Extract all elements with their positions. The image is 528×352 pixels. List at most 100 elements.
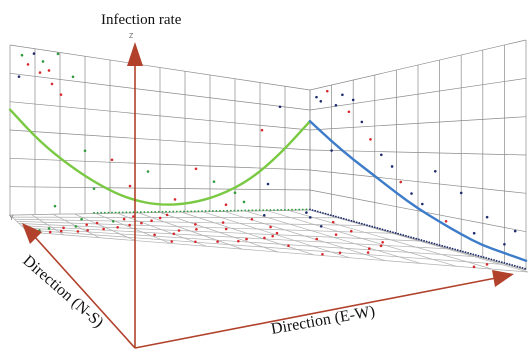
baseline-point-back (298, 208, 301, 211)
scatter-point-back-wall (146, 170, 150, 173)
scatter-point-floor (287, 244, 290, 248)
scatter-point-side-wall (369, 138, 372, 141)
scatter-point-floor (485, 263, 489, 266)
baseline-point-side (516, 265, 519, 268)
scatter-point-floor (122, 217, 126, 221)
baseline-point-side (467, 252, 470, 254)
scatter-point-back-wall (59, 93, 63, 96)
baseline-point-side (513, 264, 516, 267)
floor-grid-line-ns (21, 225, 447, 250)
baseline-point-back (262, 209, 265, 212)
baseline-point-side (415, 237, 418, 240)
scatter-point-back-wall (266, 182, 270, 186)
baseline-point-side (399, 233, 402, 236)
scatter-point-floor (195, 227, 198, 231)
scatter-point-side-wall (433, 169, 437, 173)
baseline-point-side (366, 224, 368, 226)
scatter-point-side-wall (472, 231, 476, 235)
baseline-point-back (121, 211, 124, 214)
scatter-point-side-wall (319, 100, 323, 103)
scatter-point-side-wall (379, 153, 383, 157)
scatter-point-side-wall (334, 104, 338, 107)
baseline-point-side (347, 219, 350, 222)
baseline-point-back (280, 208, 283, 211)
baseline-point-side (324, 212, 327, 215)
baseline-point-back (183, 210, 185, 213)
scatter-point-side-wall (513, 229, 517, 233)
baseline-point-side (355, 221, 358, 224)
z-axis-label: Infection rate (101, 12, 182, 28)
scatter-point-side-wall (330, 149, 333, 152)
side-wall-grid-hline (309, 189, 527, 233)
scatter-point-floor (224, 227, 228, 231)
scatter-point-floor (128, 223, 131, 227)
scatter-point-back-wall (173, 198, 177, 201)
scatter-point-back-wall (26, 63, 30, 66)
baseline-point-side (524, 267, 527, 270)
baseline-point-side (519, 266, 521, 269)
baseline-point-side (360, 222, 363, 225)
back-wall-grid-hline (9, 44, 311, 91)
floor-grid-line-ns (18, 223, 420, 242)
baseline-point-side (379, 227, 381, 230)
baseline-point-side (340, 217, 343, 219)
baseline-point-side (506, 262, 508, 265)
baseline-point-side (423, 239, 425, 242)
scatter-point-floor (319, 224, 323, 228)
baseline-point-back (100, 211, 103, 214)
baseline-point-side (472, 253, 475, 256)
baseline-point-back (190, 210, 193, 213)
baseline-point-side (446, 246, 449, 249)
scatter-point-floor (150, 219, 153, 222)
baseline-point-side (353, 220, 355, 223)
scatter-point-back-wall (83, 149, 87, 153)
floor-grid-line-ns (14, 218, 365, 226)
scatter-point-side-wall (399, 180, 403, 184)
baseline-point-side (368, 224, 371, 227)
baseline-point-back (247, 209, 250, 212)
scatter-point-floor (194, 223, 197, 226)
baseline-point-side (384, 229, 387, 231)
floor-grid-line-ns (23, 227, 474, 257)
baseline-point-back (233, 209, 236, 212)
scatter-point-floor (194, 240, 197, 244)
scatter-point-floor (153, 233, 156, 237)
baseline-point-side (345, 218, 348, 221)
scatter-point-floor (250, 218, 254, 221)
baseline-point-back (125, 211, 128, 214)
scatter-point-back-wall (110, 158, 114, 162)
baseline-point-back (132, 211, 135, 214)
baseline-point-back (265, 209, 268, 211)
baseline-point-back (147, 211, 149, 213)
scatter-point-floor (305, 211, 308, 214)
baseline-point-side (498, 260, 501, 263)
baseline-point-side (493, 259, 495, 261)
baseline-point-side (490, 258, 493, 261)
scatter-point-back-wall (194, 167, 198, 171)
baseline-point-side (451, 247, 454, 250)
scatter-point-floor (62, 226, 65, 230)
scatter-point-floor (263, 236, 266, 240)
scatter-point-floor (216, 240, 219, 243)
scatter-point-floor (366, 251, 370, 254)
scatter-point-side-wall (325, 89, 329, 93)
baseline-point-back (175, 210, 178, 213)
baseline-point-back (201, 210, 203, 213)
baseline-point-side (327, 213, 330, 216)
baseline-point-side (454, 248, 457, 251)
scatter-point-back-wall (212, 180, 216, 183)
scatter-point-floor (140, 221, 143, 225)
baseline-point-back (251, 209, 254, 212)
ew-axis-label: Direction (E-W) (270, 303, 377, 338)
scatter-point-floor (48, 230, 52, 234)
baseline-point-side (350, 219, 353, 222)
baseline-point-side (521, 266, 524, 269)
baseline-point-back (103, 211, 106, 214)
baseline-point-side (433, 242, 436, 245)
grid-layer (9, 39, 528, 273)
scatter-point-side-wall (410, 192, 413, 195)
baseline-point-back (276, 209, 279, 211)
scatter-point-side-wall (360, 120, 364, 124)
scatter-point-floor (47, 227, 51, 230)
scatter-point-floor (315, 237, 319, 241)
